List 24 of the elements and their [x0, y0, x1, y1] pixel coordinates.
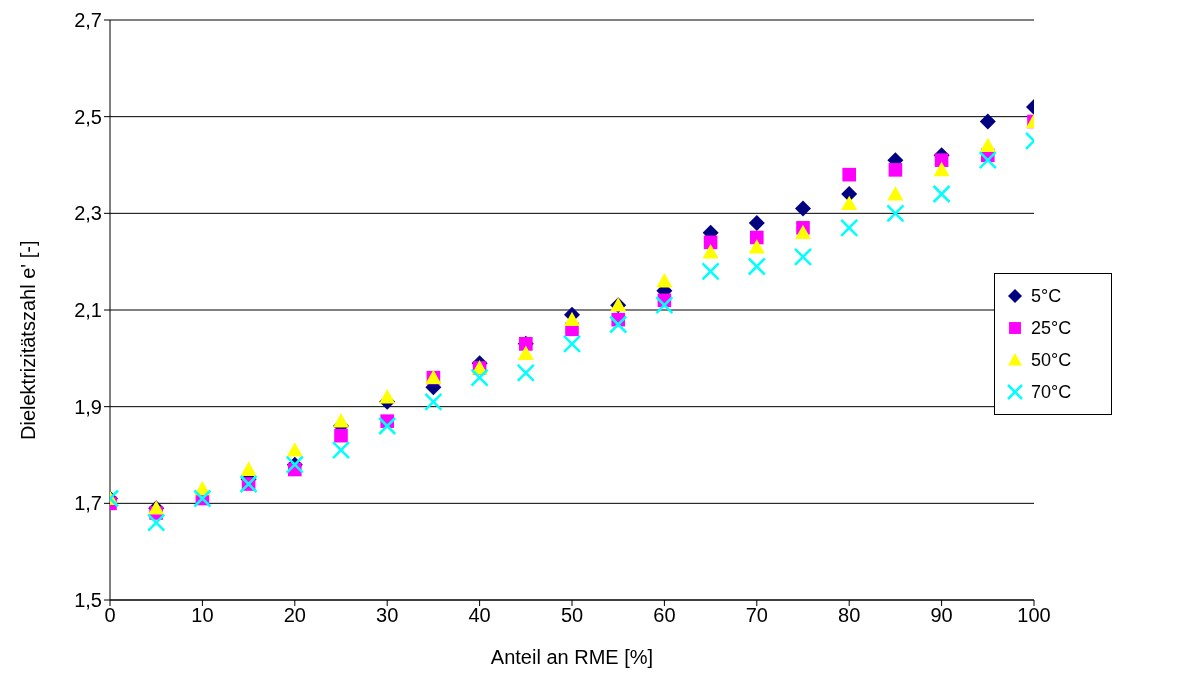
x-tick-label: 70: [745, 604, 768, 627]
x-axis-title: Anteil an RME [%]: [490, 646, 654, 668]
y-tick-label: 1,7: [74, 492, 102, 515]
x-tick-label: 60: [653, 604, 676, 627]
x-tick-label: 100: [1017, 604, 1051, 627]
y-tick-label: 1,5: [74, 589, 102, 612]
y-tick-label: 2,3: [74, 202, 102, 225]
y-tick-label: 2,5: [74, 105, 102, 128]
y-tick-label: 2,7: [74, 9, 102, 32]
x-tick-label: 80: [838, 604, 861, 627]
x-tick-label: 10: [191, 604, 214, 627]
x-tick-label: 40: [468, 604, 491, 627]
y-axis-title: Dielektrizitätszahl e' [-]: [17, 240, 40, 440]
legend-label: 5°C: [1031, 285, 1062, 307]
x-tick-label: 50: [560, 604, 584, 627]
x-tick-label: 30: [376, 604, 399, 627]
x-tick-label: 90: [930, 604, 953, 627]
x-tick-label: 20: [283, 604, 306, 627]
legend-label: 70°C: [1031, 381, 1072, 403]
legend-label: 25°C: [1031, 317, 1072, 339]
x-tick-label: 0: [104, 604, 116, 627]
y-tick-label: 2,1: [74, 299, 102, 322]
y-tick-label: 1,9: [74, 395, 102, 418]
legend-label: 50°C: [1031, 349, 1072, 371]
